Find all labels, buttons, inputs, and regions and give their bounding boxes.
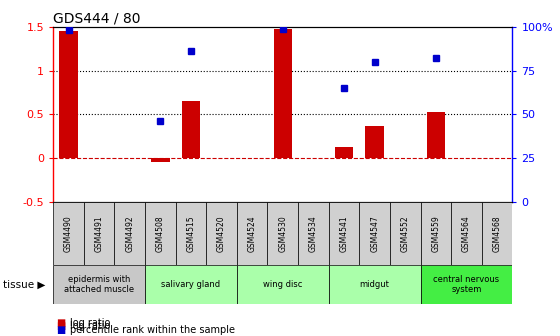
- Text: GSM4515: GSM4515: [186, 215, 195, 252]
- Text: central nervous
system: central nervous system: [433, 275, 500, 294]
- Text: epidermis with
attached muscle: epidermis with attached muscle: [64, 275, 134, 294]
- Text: GSM4508: GSM4508: [156, 215, 165, 252]
- Bar: [268, 202, 298, 265]
- Text: ■: ■: [56, 318, 66, 328]
- Text: GSM4541: GSM4541: [339, 215, 348, 252]
- Bar: [114, 202, 145, 265]
- Text: GSM4490: GSM4490: [64, 215, 73, 252]
- Text: wing disc: wing disc: [263, 280, 302, 289]
- Text: ■: ■: [56, 325, 66, 335]
- Text: midgut: midgut: [360, 280, 390, 289]
- Bar: [59, 31, 78, 158]
- Bar: [84, 202, 114, 265]
- Text: GSM4524: GSM4524: [248, 215, 256, 252]
- Bar: [335, 148, 353, 158]
- Text: GSM4492: GSM4492: [125, 215, 134, 252]
- Text: salivary gland: salivary gland: [161, 280, 221, 289]
- Bar: [360, 202, 390, 265]
- Text: GDS444 / 80: GDS444 / 80: [53, 12, 141, 26]
- Text: percentile rank within the sample: percentile rank within the sample: [70, 325, 235, 335]
- Bar: [151, 158, 170, 162]
- Bar: [482, 202, 512, 265]
- Text: log ratio: log ratio: [70, 321, 110, 331]
- Bar: [145, 265, 237, 304]
- Text: GSM4520: GSM4520: [217, 215, 226, 252]
- Bar: [451, 202, 482, 265]
- Bar: [237, 202, 268, 265]
- Text: GSM4564: GSM4564: [462, 215, 471, 252]
- Text: GSM4491: GSM4491: [95, 215, 104, 252]
- Bar: [53, 202, 84, 265]
- Text: GSM4534: GSM4534: [309, 215, 318, 252]
- Text: GSM4552: GSM4552: [401, 215, 410, 252]
- Bar: [145, 202, 176, 265]
- Bar: [176, 202, 206, 265]
- Bar: [53, 265, 145, 304]
- Text: GSM4559: GSM4559: [431, 215, 440, 252]
- Text: GSM4547: GSM4547: [370, 215, 379, 252]
- Text: tissue ▶: tissue ▶: [3, 280, 45, 290]
- Text: GSM4568: GSM4568: [493, 215, 502, 252]
- Bar: [206, 202, 237, 265]
- Bar: [366, 126, 384, 158]
- Bar: [329, 202, 360, 265]
- Bar: [298, 202, 329, 265]
- Bar: [427, 113, 445, 158]
- Bar: [329, 265, 421, 304]
- Bar: [274, 29, 292, 158]
- Bar: [237, 265, 329, 304]
- Bar: [182, 101, 200, 158]
- Text: ■: ■: [56, 321, 66, 331]
- Bar: [390, 202, 421, 265]
- Text: GSM4530: GSM4530: [278, 215, 287, 252]
- Bar: [421, 202, 451, 265]
- Bar: [421, 265, 512, 304]
- Text: log ratio: log ratio: [70, 318, 110, 328]
